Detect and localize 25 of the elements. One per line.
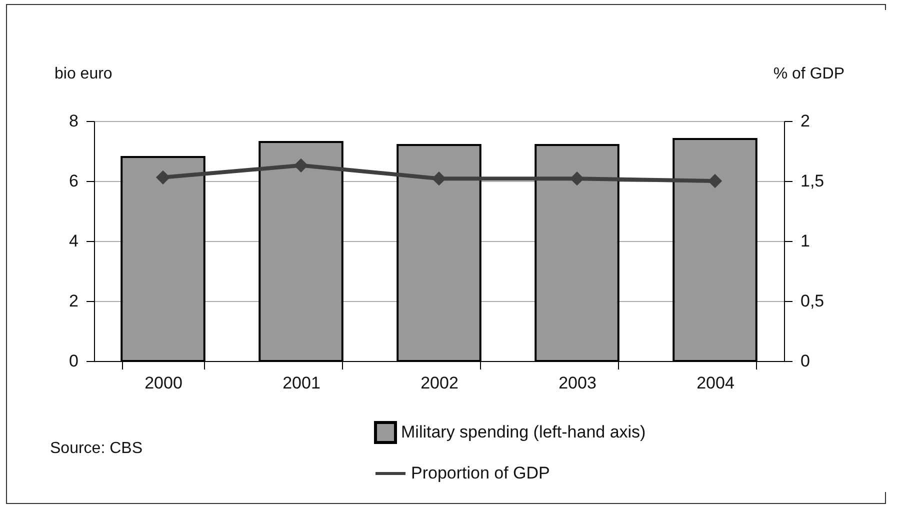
y-axis-title: bio euro xyxy=(54,66,112,82)
point xyxy=(708,174,722,188)
legend-label: Proportion of GDP xyxy=(411,464,550,482)
y-tick-label: 2 xyxy=(69,292,78,310)
y2-tick-label: 1,5 xyxy=(800,172,824,190)
legend-label: Military spending (left-hand axis) xyxy=(401,422,646,442)
y-tick-label: 8 xyxy=(69,112,78,130)
y2-tick-label: 0 xyxy=(800,352,810,370)
y2-tick-label: 2 xyxy=(800,112,810,130)
source-note: Source: CBS xyxy=(50,440,142,458)
y-tick-label: 6 xyxy=(69,172,78,190)
y2-tick-label: 1 xyxy=(800,232,810,250)
y2-tick-label: 0,5 xyxy=(800,292,824,310)
y-tick-label: 0 xyxy=(69,352,78,370)
x-tick-label: 2003 xyxy=(558,374,596,392)
point xyxy=(432,172,446,186)
x-tick-label: 2000 xyxy=(144,374,182,392)
point xyxy=(294,158,308,172)
x-tick-label: 2001 xyxy=(282,374,320,392)
y2-axis-title: % of GDP xyxy=(773,66,844,82)
x-tick-label: 2002 xyxy=(420,374,458,392)
point xyxy=(570,172,584,186)
x-tick-label: 2004 xyxy=(696,374,734,392)
y-tick-label: 4 xyxy=(69,232,78,250)
point xyxy=(156,170,170,184)
